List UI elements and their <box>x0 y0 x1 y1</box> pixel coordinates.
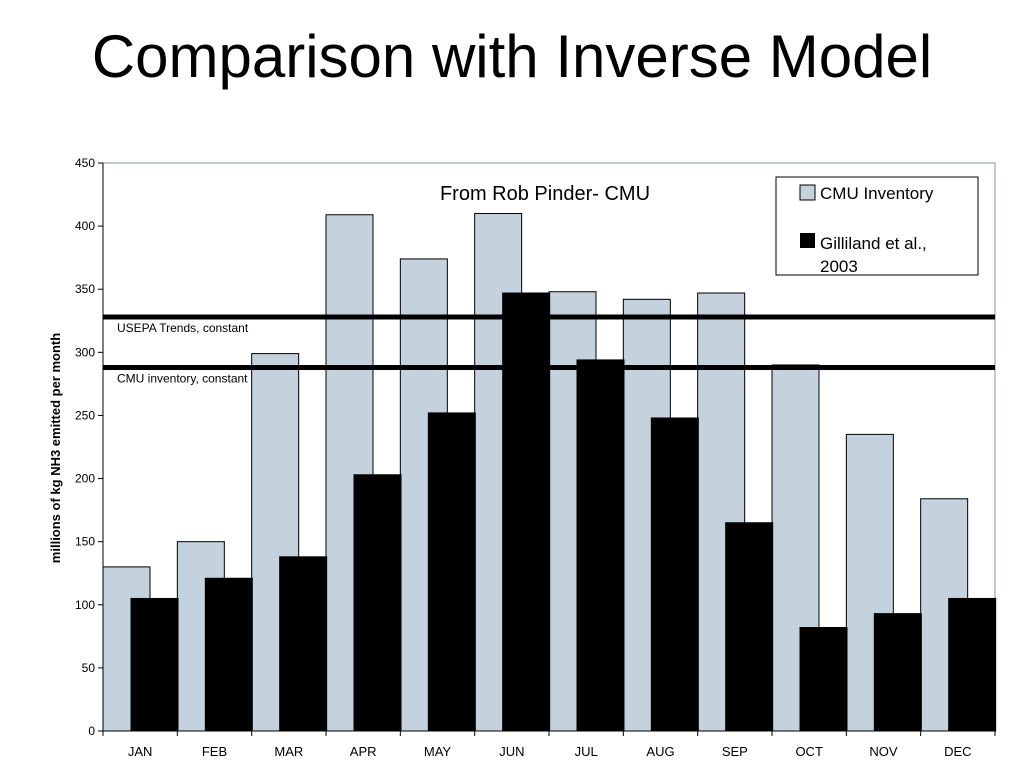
x-tick-label: SEP <box>722 744 748 759</box>
bar-gilliland-jan <box>130 597 179 732</box>
bar-gilliland-dec <box>948 597 997 732</box>
x-tick-label: FEB <box>202 744 227 759</box>
y-tick-label: 150 <box>75 535 95 549</box>
y-tick-label: 350 <box>75 282 95 296</box>
legend-label-gilliland-line2: 2003 <box>820 257 858 276</box>
y-tick-label: 300 <box>75 345 95 359</box>
y-tick-label: 100 <box>75 598 95 612</box>
x-tick-label: AUG <box>646 744 674 759</box>
x-tick-label: NOV <box>869 744 898 759</box>
y-tick-label: 200 <box>75 472 95 486</box>
x-tick-label: JAN <box>128 744 153 759</box>
legend-swatch-gilliland <box>800 233 815 248</box>
y-tick-label: 250 <box>75 408 95 422</box>
legend: CMU Inventory Gilliland et al., 2003 <box>775 176 979 276</box>
y-axis-label: millions of kg NH3 emitted per month <box>48 333 63 563</box>
source-annotation: From Rob Pinder- CMU <box>440 183 650 205</box>
y-tick-label: 400 <box>75 219 95 233</box>
x-tick-label: MAR <box>274 744 303 759</box>
bar-gilliland-aug <box>650 417 699 732</box>
bar-gilliland-sep <box>725 522 774 732</box>
bar-gilliland-may <box>427 412 476 732</box>
reference-line-label-cmu: CMU inventory, constant <box>117 371 248 385</box>
y-tick-label: 0 <box>88 724 95 738</box>
bar-gilliland-oct <box>799 626 848 732</box>
legend-label-cmu-inventory: CMU Inventory <box>820 184 934 203</box>
x-tick-label: JUL <box>575 744 598 759</box>
x-tick-label: DEC <box>944 744 971 759</box>
x-tick-label: MAY <box>424 744 452 759</box>
x-tick-label: JUN <box>499 744 524 759</box>
legend-label-gilliland: Gilliland et al., 2003 <box>820 234 932 276</box>
legend-label-gilliland-line1: Gilliland et al., <box>820 234 927 253</box>
reference-line-label-usepa: USEPA Trends, constant <box>117 321 249 335</box>
legend-swatch-cmu-inventory <box>799 184 816 201</box>
y-tick-label: 450 <box>75 156 95 170</box>
bar-gilliland-nov <box>873 613 922 732</box>
x-tick-label: APR <box>350 744 377 759</box>
bar-gilliland-mar <box>279 556 328 732</box>
bar-gilliland-feb <box>204 577 253 732</box>
bar-gilliland-jun <box>502 292 551 732</box>
x-tick-label: OCT <box>795 744 823 759</box>
bar-gilliland-apr <box>353 474 402 732</box>
y-tick-label: 50 <box>82 661 96 675</box>
slide-title: Comparison with Inverse Model <box>91 23 933 90</box>
bar-gilliland-jul <box>576 359 625 732</box>
